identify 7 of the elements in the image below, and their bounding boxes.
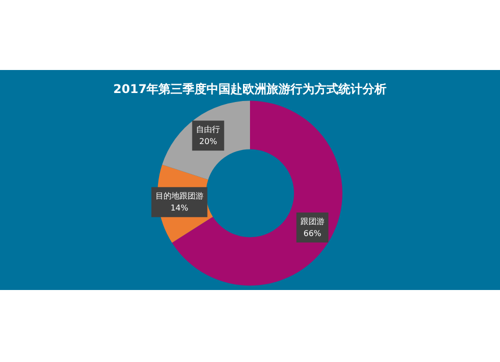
data-label: 20%: [199, 137, 218, 146]
slice-label: 跟团游: [300, 217, 324, 226]
data-label: 14%: [170, 204, 189, 213]
slice-label: 目的地跟团游: [155, 192, 204, 201]
slice-label: 自由行: [196, 125, 220, 134]
chart-title: 2017年第三季度中国赴欧洲旅游行为方式统计分析: [113, 82, 387, 96]
data-label: 66%: [304, 229, 322, 238]
